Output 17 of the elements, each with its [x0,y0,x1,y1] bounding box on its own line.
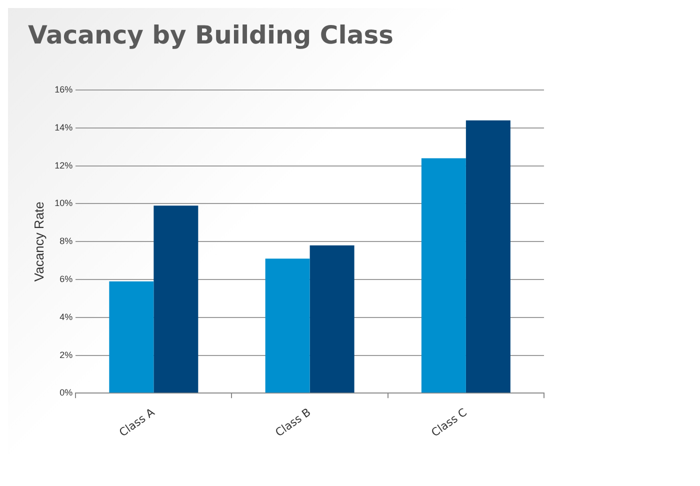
y-tick-label: 8% [60,236,73,246]
y-tick-label: 0% [60,388,73,398]
bar [421,158,466,393]
bar [310,245,354,393]
chart-title: Vacancy by Building Class [28,20,394,50]
y-tick-label: 2% [60,350,73,360]
bar [154,206,198,393]
y-tick-label: 14% [54,122,73,132]
y-axis-title: Vacancy Rate [31,202,46,282]
y-tick-label: 10% [54,198,73,208]
bar [466,120,510,393]
y-tick-label: 16% [54,84,73,94]
bar [265,258,310,393]
y-tick-label: 12% [54,160,73,170]
bar [109,281,154,393]
y-tick-label: 6% [60,274,73,284]
y-tick-label: 4% [60,312,73,322]
